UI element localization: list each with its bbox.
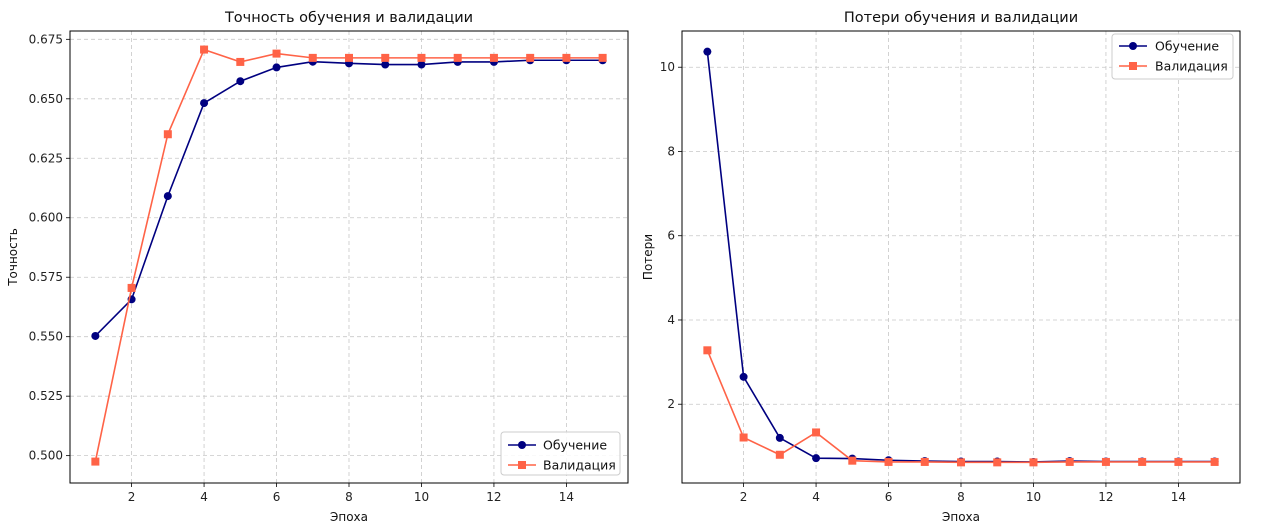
accuracy-legend-val-label: Валидация [543,458,616,473]
accuracy-train-point-4 [200,99,209,108]
loss-val-point-13 [1138,457,1147,466]
accuracy-train-point-5 [236,77,245,86]
accuracy-ticks: 2 4 6 8 10 12 14 0.500 0.525 0.550 0.575 0.600 0.625… [29,32,574,504]
loss-x-tick-label-14: 14 [1171,490,1186,504]
accuracy-y-tick-label-1: 0.525 [29,389,63,403]
accuracy-x-tick-label-6: 6 [273,490,281,504]
accuracy-train-point-1 [91,331,100,340]
loss-val-point-6 [884,457,893,466]
accuracy-legend: Обучение Валидация [500,431,621,476]
accuracy-x-tick-label-14: 14 [559,490,574,504]
accuracy-val-point-15 [598,53,607,62]
loss-val-point-10 [1029,458,1038,467]
loss-x-tick-label-2: 2 [740,490,748,504]
loss-x-tick-label-6: 6 [885,490,893,504]
loss-legend-val-marker [1129,62,1137,70]
accuracy-val-point-6 [272,49,281,58]
accuracy-y-tick-label-4: 0.600 [29,211,63,225]
accuracy-x-tick-label-10: 10 [414,490,429,504]
loss-train-point-3 [775,433,784,442]
loss-val-point-14 [1174,457,1183,466]
accuracy-val-point-2 [127,283,136,292]
accuracy-y-tick-label-7: 0.675 [29,32,63,46]
accuracy-x-axis-label: Эпоха [330,510,368,524]
loss-legend-train-marker [1129,42,1137,50]
loss-series [703,47,1219,467]
loss-val-point-1 [703,346,712,355]
accuracy-y-tick-label-0: 0.500 [29,449,63,463]
accuracy-plot-frame [69,30,629,484]
accuracy-train-point-10 [417,60,426,69]
accuracy-y-tick-label-3: 0.575 [29,270,63,284]
accuracy-val-point-14 [562,53,571,62]
accuracy-val-point-10 [417,53,426,62]
accuracy-y-tick-label-6: 0.650 [29,92,63,106]
loss-x-tick-label-12: 12 [1098,490,1113,504]
loss-val-point-8 [957,458,965,467]
accuracy-x-tick-label-12: 12 [486,490,501,504]
accuracy-val-point-8 [345,53,353,62]
accuracy-series [91,45,607,466]
accuracy-train-point-9 [381,60,390,69]
loss-val-point-12 [1101,457,1110,466]
loss-val-point-11 [1065,457,1074,466]
accuracy-x-tick-label-4: 4 [200,490,208,504]
accuracy-val-point-7 [308,53,317,62]
loss-val-point-5 [848,456,857,465]
accuracy-y-axis-label: Точность [6,228,20,287]
accuracy-grid [70,31,628,483]
accuracy-y-tick-label-2: 0.550 [29,330,63,344]
loss-chart: Потери обучения и валидации Эпоха Потери… [641,10,1241,524]
accuracy-train-point-6 [272,63,281,72]
loss-x-tick-label-8: 8 [957,490,965,504]
accuracy-chart: Точность обучения и валидации Эпоха Точн… [6,10,629,524]
loss-val-point-2 [739,433,748,442]
accuracy-y-tick-label-5: 0.625 [29,151,63,165]
loss-train-point-1 [703,47,712,56]
loss-y-tick-label-4: 10 [660,60,675,74]
accuracy-val-point-1 [91,457,100,466]
accuracy-x-tick-label-2: 2 [128,490,136,504]
accuracy-chart-title: Точность обучения и валидации [224,10,473,26]
accuracy-val-point-13 [526,53,535,62]
loss-train-point-4 [812,454,821,463]
loss-val-point-15 [1210,457,1219,466]
loss-ticks: 2 4 6 8 10 12 14 2 4 6 8 10 [660,60,1186,504]
accuracy-x-tick-label-8: 8 [345,490,353,504]
loss-y-tick-label-1: 4 [667,313,675,327]
loss-x-tick-label-10: 10 [1026,490,1041,504]
loss-chart-title: Потери обучения и валидации [844,10,1078,26]
loss-legend-val-label: Валидация [1155,59,1228,74]
accuracy-val-point-4 [200,45,209,54]
loss-x-axis-label: Эпоха [942,510,980,524]
loss-val-point-9 [993,458,1002,467]
loss-val-point-4 [812,428,821,437]
loss-train-point-2 [739,372,748,381]
accuracy-val-point-11 [453,53,462,62]
accuracy-val-point-5 [236,57,245,66]
loss-y-tick-label-2: 6 [667,229,675,243]
loss-legend-train-label: Обучение [1155,39,1219,54]
accuracy-val-point-3 [163,130,172,139]
loss-y-tick-label-3: 8 [667,144,675,158]
accuracy-legend-train-label: Обучение [543,438,607,453]
accuracy-legend-train-marker [518,441,526,449]
loss-val-point-3 [775,450,784,459]
loss-y-tick-label-0: 2 [667,397,675,411]
loss-grid [682,31,1240,483]
accuracy-val-point-12 [489,53,498,62]
loss-y-axis-label: Потери [641,234,655,280]
loss-legend: Обучение Валидация [1111,33,1234,80]
accuracy-legend-val-marker [518,461,526,469]
loss-plot-frame [681,30,1241,484]
loss-x-tick-label-4: 4 [812,490,820,504]
accuracy-train-point-3 [163,192,172,201]
loss-val-point-7 [920,457,929,466]
accuracy-val-point-9 [381,53,390,62]
